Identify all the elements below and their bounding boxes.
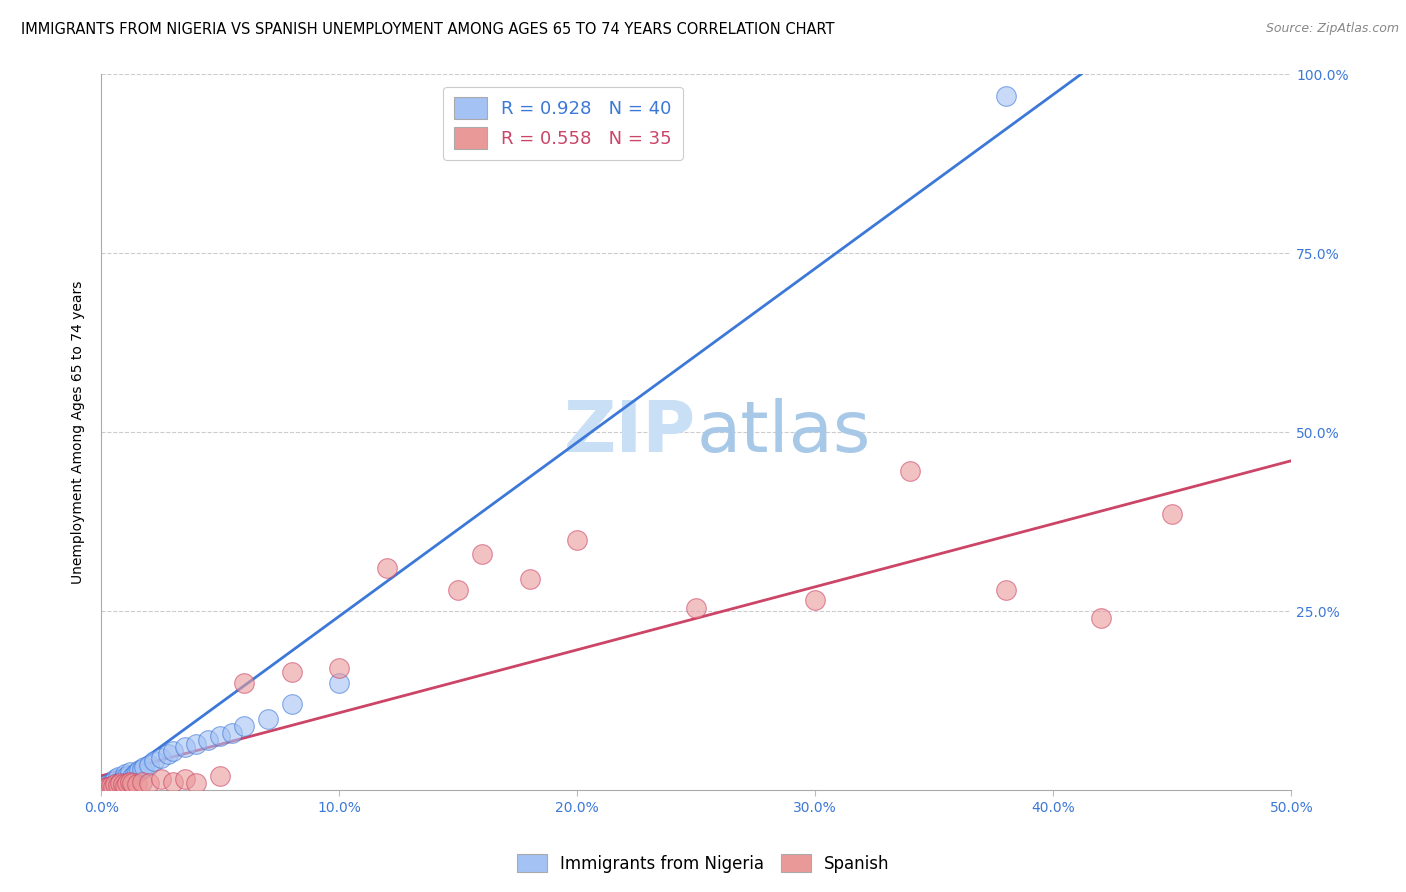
Point [107, 770, 129, 784]
Point [104, 772, 127, 787]
Point [121, 776, 143, 790]
Point [173, 740, 195, 755]
Point [94, 780, 117, 794]
Point [994, 582, 1017, 597]
Text: ZIP: ZIP [564, 398, 696, 467]
Point [107, 778, 129, 792]
Point [101, 780, 124, 794]
Point [114, 779, 136, 793]
Point [117, 776, 139, 790]
Point [117, 769, 139, 783]
Point [94, 780, 117, 794]
Point [685, 600, 707, 615]
Point [101, 774, 124, 789]
Point [131, 762, 153, 776]
Y-axis label: Unemployment Among Ages 65 to 74 years: Unemployment Among Ages 65 to 74 years [72, 280, 86, 583]
Point [142, 755, 165, 769]
Point [280, 665, 302, 679]
Point [100, 779, 122, 793]
Point [209, 730, 232, 744]
Point [93, 781, 115, 796]
Point [209, 769, 232, 783]
Point [256, 712, 278, 726]
Point [118, 774, 141, 789]
Point [131, 774, 153, 789]
Point [97, 780, 120, 795]
Point [111, 777, 134, 791]
Point [125, 765, 148, 780]
Point [1161, 508, 1184, 522]
Point [447, 582, 470, 597]
Point [104, 777, 127, 791]
Point [994, 88, 1017, 103]
Point [97, 777, 120, 791]
Point [375, 561, 398, 575]
Point [233, 719, 256, 733]
Point [221, 726, 243, 740]
Point [519, 572, 541, 586]
Point [162, 774, 184, 789]
Point [124, 767, 146, 781]
Point [107, 776, 129, 790]
Point [1090, 611, 1112, 625]
Point [138, 776, 160, 790]
Point [125, 777, 148, 791]
Point [186, 737, 208, 751]
Point [93, 780, 115, 795]
Text: atlas: atlas [696, 398, 870, 467]
Point [128, 763, 150, 777]
Point [97, 780, 120, 795]
Point [114, 770, 136, 784]
Point [94, 780, 117, 795]
Point [104, 777, 127, 791]
Point [233, 675, 256, 690]
Legend: Immigrants from Nigeria, Spanish: Immigrants from Nigeria, Spanish [510, 847, 896, 880]
Point [567, 533, 589, 547]
Text: IMMIGRANTS FROM NIGERIA VS SPANISH UNEMPLOYMENT AMONG AGES 65 TO 74 YEARS CORREL: IMMIGRANTS FROM NIGERIA VS SPANISH UNEMP… [21, 22, 835, 37]
Point [121, 770, 143, 784]
Point [156, 747, 179, 762]
Point [101, 780, 124, 794]
Point [162, 744, 184, 758]
Point [100, 779, 122, 793]
Point [280, 697, 302, 711]
Point [900, 465, 922, 479]
Point [197, 733, 219, 747]
Text: Source: ZipAtlas.com: Source: ZipAtlas.com [1265, 22, 1399, 36]
Point [804, 593, 827, 607]
Point [138, 758, 160, 772]
Point [149, 751, 172, 765]
Point [132, 760, 155, 774]
Legend: R = 0.928   N = 40, R = 0.558   N = 35: R = 0.928 N = 40, R = 0.558 N = 35 [443, 87, 683, 160]
Point [471, 547, 494, 561]
Point [328, 675, 350, 690]
Point [110, 774, 132, 789]
Point [110, 776, 132, 790]
Point [100, 776, 122, 790]
Point [149, 772, 172, 787]
Point [111, 772, 134, 787]
Point [114, 767, 136, 781]
Point [173, 772, 195, 787]
Point [118, 765, 141, 780]
Point [186, 776, 208, 790]
Point [328, 661, 350, 675]
